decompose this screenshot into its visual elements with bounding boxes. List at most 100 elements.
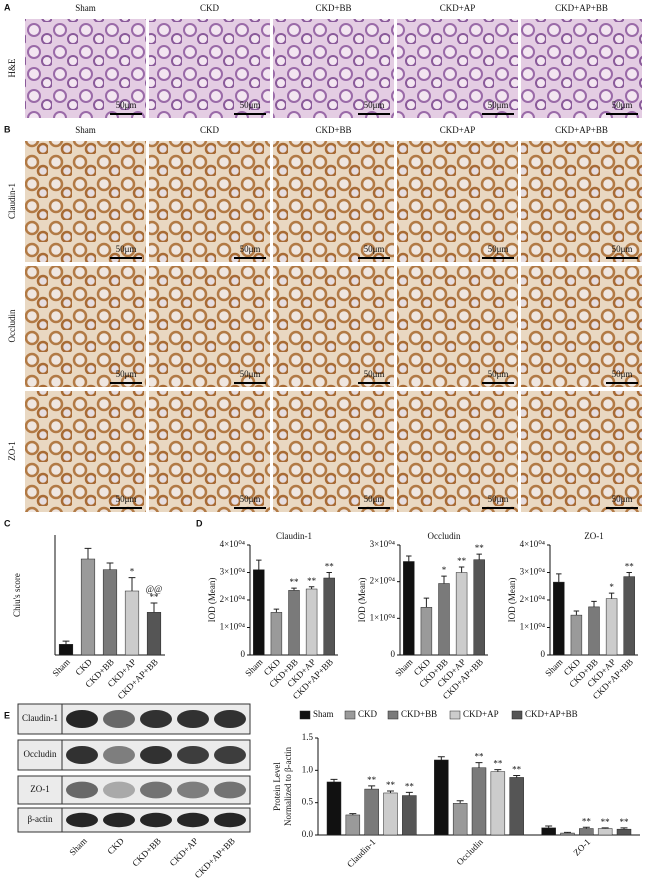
error-bar (273, 608, 280, 613)
micrograph (397, 266, 518, 387)
micrograph (397, 19, 518, 118)
significance-marker: * (609, 582, 614, 592)
chart-title: ZO-1 (584, 531, 604, 541)
bar (345, 814, 361, 836)
blot-band (214, 812, 246, 828)
column-header: CKD+AP (440, 3, 476, 13)
bar (102, 569, 118, 656)
bar (305, 588, 318, 656)
micrograph (273, 19, 394, 118)
blot-band (140, 812, 172, 828)
significance-marker: * (130, 567, 135, 577)
scale-bar-label: 50μm (488, 494, 509, 504)
error-bar (513, 775, 521, 778)
y-tick-label: 0.0 (302, 829, 314, 839)
bar (58, 644, 74, 656)
blot-band (66, 746, 98, 764)
significance-marker: ** (290, 577, 300, 587)
column-header: Sham (75, 125, 96, 135)
significance-marker: ** (582, 816, 592, 826)
y-tick-label: 4×10⁰⁴ (220, 539, 245, 549)
bar (473, 559, 485, 656)
y-tick-label: 3×10⁰⁴ (520, 567, 545, 577)
micrograph (149, 19, 270, 118)
x-tick-label: Sham (50, 657, 72, 679)
significance-marker: * (442, 565, 447, 575)
y-axis-label: IOD (Mean) (357, 578, 367, 623)
y-axis-label: Protein Level (272, 762, 282, 811)
error-bar (608, 592, 615, 599)
panel-label: A (4, 2, 11, 12)
legend-label: CKD+AP+BB (525, 709, 578, 719)
error-bar (291, 587, 297, 591)
panel-label: E (4, 710, 10, 720)
y-axis-label: IOD (Mean) (207, 578, 217, 623)
blot-band (177, 710, 209, 728)
blot-label: Claudin-1 (22, 713, 58, 723)
blot-band (66, 812, 98, 828)
bar (438, 583, 450, 656)
column-header: CKD+AP (440, 125, 476, 135)
micrograph (273, 266, 394, 387)
y-tick-label: 0 (391, 649, 396, 659)
row-label: Claudin-1 (7, 183, 17, 219)
scale-bar-label: 50μm (612, 369, 633, 379)
scale-bar-label: 50μm (116, 369, 137, 379)
blot-band (214, 746, 246, 764)
x-tick-label: Occludin (454, 836, 485, 867)
scale-bar-label: 50μm (240, 244, 261, 254)
x-tick-label: Sham (543, 657, 565, 679)
significance-marker: ** (625, 562, 635, 572)
micrograph (273, 141, 394, 262)
error-bar (564, 831, 571, 834)
bar (605, 598, 618, 656)
column-header: CKD (200, 3, 220, 13)
blot-band (214, 781, 246, 799)
bar (270, 612, 283, 656)
micrograph (149, 391, 270, 512)
error-bar (475, 762, 483, 768)
lane-label: CKD+AP (168, 836, 200, 868)
column-header: CKD (200, 125, 220, 135)
blot-band (140, 746, 172, 764)
micrograph (397, 141, 518, 262)
significance-marker: ** (493, 759, 503, 769)
error-bar (591, 600, 597, 607)
blot-band (177, 781, 209, 799)
error-bar (406, 555, 412, 562)
column-header: Sham (75, 3, 96, 13)
y-tick-label: 2×10⁰⁴ (220, 594, 245, 604)
column-header: CKD+BB (315, 125, 351, 135)
legend-swatch (511, 710, 523, 720)
scale-bar-label: 50μm (612, 100, 633, 110)
y-tick-label: 1×10⁰⁴ (520, 622, 545, 632)
bar (579, 828, 594, 836)
scale-bar-label: 50μm (488, 100, 509, 110)
lane-label: Sham (67, 836, 89, 858)
significance-marker: ** (620, 817, 630, 827)
error-bar (458, 566, 465, 573)
lane-label: CKD (105, 835, 126, 856)
error-bar (326, 572, 332, 578)
legend-swatch (449, 710, 461, 720)
significance-marker: ** (457, 556, 467, 566)
bar (383, 792, 398, 836)
column-header: CKD+AP+BB (555, 125, 608, 135)
bar (570, 614, 583, 656)
blot-band (103, 781, 135, 799)
y-tick-label: 0.5 (302, 797, 314, 807)
chart-title: Claudin-1 (276, 531, 312, 541)
blot-band (66, 781, 98, 799)
legend-label: Sham (313, 709, 334, 719)
legend-swatch (299, 710, 311, 720)
blot-label: Occludin (24, 749, 57, 759)
micrograph (25, 266, 146, 387)
legend-label: CKD+BB (401, 709, 437, 719)
scale-bar-label: 50μm (364, 100, 385, 110)
legend-swatch (344, 710, 356, 720)
significance-marker: ** (512, 765, 522, 775)
error-bar (573, 610, 580, 616)
y-tick-label: 0 (541, 649, 546, 659)
scale-bar-label: 50μm (612, 494, 633, 504)
micrograph (521, 391, 642, 512)
